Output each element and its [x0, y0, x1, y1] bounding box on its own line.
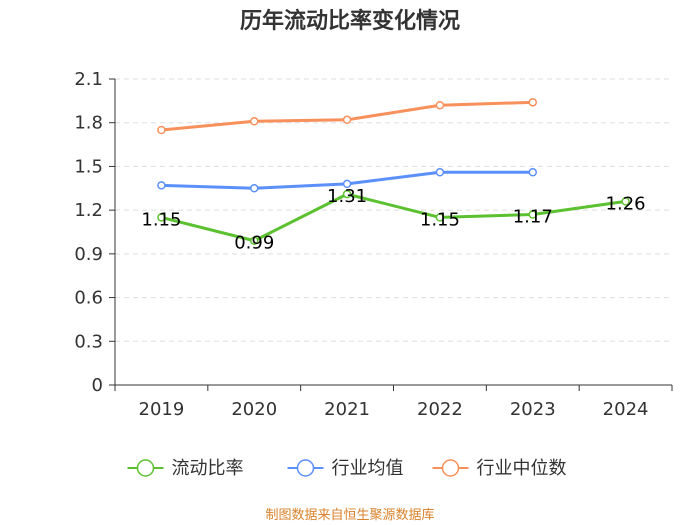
y-tick-label: 2.1 [74, 69, 103, 90]
legend-item-1: 行业均值 [287, 458, 404, 479]
y-tick-label: 1.5 [74, 156, 103, 177]
y-tick-label: 0 [92, 375, 103, 396]
series-point [250, 184, 259, 193]
series-point [250, 117, 259, 126]
series-point [435, 100, 445, 110]
series-point [342, 179, 352, 189]
y-tick-label: 0.3 [74, 331, 103, 352]
data-labels: 1.15 0.99 1.31 1.15 1.17 1.26 [141, 186, 645, 254]
x-tick-label: 2024 [603, 399, 649, 420]
legend-item-0: 流动比率 [127, 458, 244, 479]
y-tick-label: 1.8 [74, 113, 103, 134]
series-point [528, 168, 537, 177]
legend-label: 行业中位数 [477, 458, 567, 479]
legend-swatch-marker [136, 459, 155, 477]
data-label: 1.31 [327, 186, 367, 207]
series-point [157, 181, 166, 190]
series-point [435, 168, 445, 177]
series-point [157, 213, 166, 222]
data-label: 1.26 [606, 193, 646, 214]
series-point [528, 210, 537, 219]
series-point [157, 125, 166, 135]
x-tick-label: 2021 [324, 399, 370, 420]
y-tick-label: 0.9 [74, 244, 103, 265]
legend-label: 流动比率 [172, 458, 244, 479]
grid-lines [115, 78, 672, 342]
series-point [250, 236, 259, 245]
legend: 流动比率 行业均值 行业中位数 [127, 458, 567, 479]
data-label: 0.99 [234, 233, 274, 254]
x-tick-label: 2019 [139, 399, 185, 420]
data-label: 1.17 [513, 207, 553, 228]
axes: 0 0.3 0.6 0.9 1.2 1.5 1.8 2.1 2019 2020 2021 2022 20… [74, 69, 673, 420]
series-point [528, 98, 537, 107]
legend-swatch-marker [296, 459, 315, 477]
series-point [342, 189, 352, 199]
legend-label: 行业均值 [332, 458, 404, 479]
x-tick-label: 2023 [510, 399, 556, 420]
series-layer [157, 98, 630, 245]
series-point [435, 213, 445, 222]
legend-swatch-marker [441, 459, 460, 477]
series-line-0 [161, 192, 626, 243]
chart-title: 历年流动比率变化情况 [240, 8, 460, 34]
x-tick-label: 2022 [417, 399, 463, 420]
data-label: 1.15 [141, 209, 181, 230]
series-point [621, 197, 630, 206]
x-tick-label: 2020 [231, 399, 277, 420]
y-tick-label: 1.2 [74, 200, 103, 221]
legend-item-2: 行业中位数 [432, 458, 567, 479]
y-tick-label: 0.6 [74, 288, 103, 309]
source-note: 制图数据来自恒生聚源数据库 [265, 507, 434, 523]
data-label: 1.15 [420, 209, 460, 230]
series-point [342, 115, 352, 125]
